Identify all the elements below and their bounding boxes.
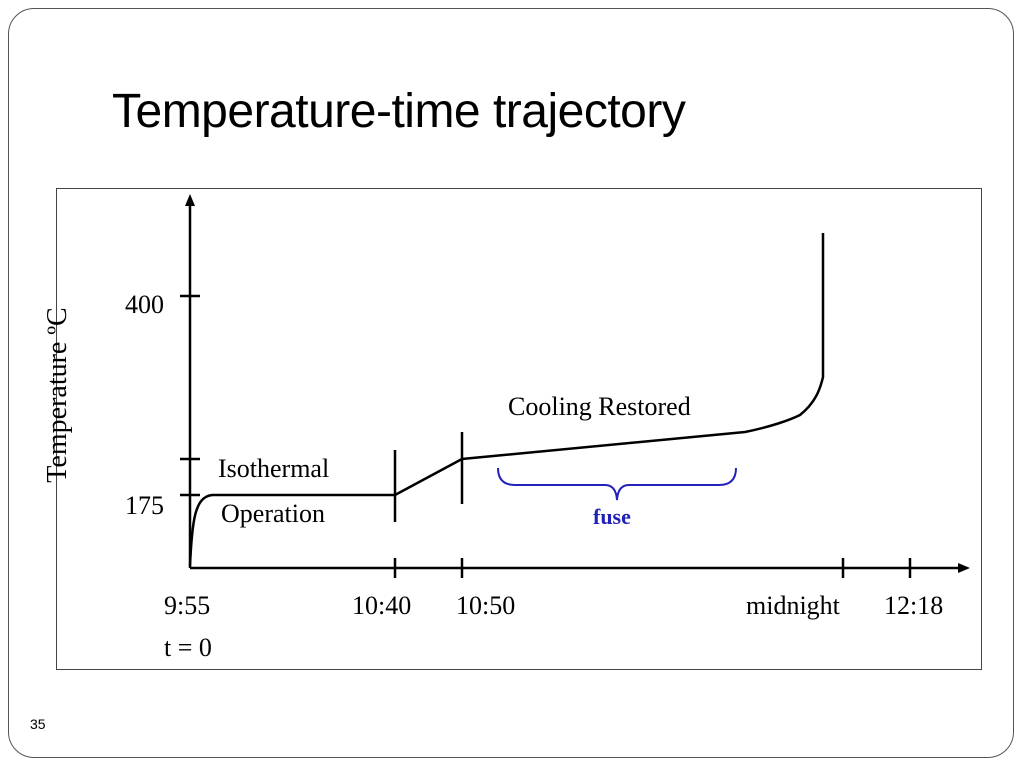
- slide-number: 35: [30, 716, 46, 732]
- y-tick-label-400: 400: [125, 290, 164, 319]
- annotation-cooling-restored: Cooling Restored: [508, 392, 691, 421]
- figure-box: [56, 188, 982, 670]
- x-tick-label-1218: 12:18: [884, 591, 944, 620]
- annotation-operation: Operation: [221, 499, 325, 528]
- annotation-fuse: fuse: [593, 504, 631, 529]
- x-tick-label-1050: 10:50: [456, 591, 516, 620]
- x-tick-label-midnight: midnight: [746, 591, 840, 620]
- fuse-brace: [497, 467, 737, 501]
- temperature-curve: [188, 233, 825, 567]
- y-tick-label-175: 175: [125, 491, 164, 520]
- x-tick-label-955: 9:55: [164, 591, 211, 620]
- slide-frame: [8, 8, 1014, 758]
- x-axis-arrow: [958, 563, 970, 573]
- slide-title: Temperature-time trajectory: [112, 85, 686, 138]
- y-axis-label: Temperature ºC: [42, 307, 73, 483]
- annotation-isothermal: Isothermal: [218, 454, 330, 483]
- x-sublabel-t0: t = 0: [164, 633, 212, 662]
- y-axis-arrow: [185, 194, 195, 206]
- x-tick-label-1040: 10:40: [352, 591, 412, 620]
